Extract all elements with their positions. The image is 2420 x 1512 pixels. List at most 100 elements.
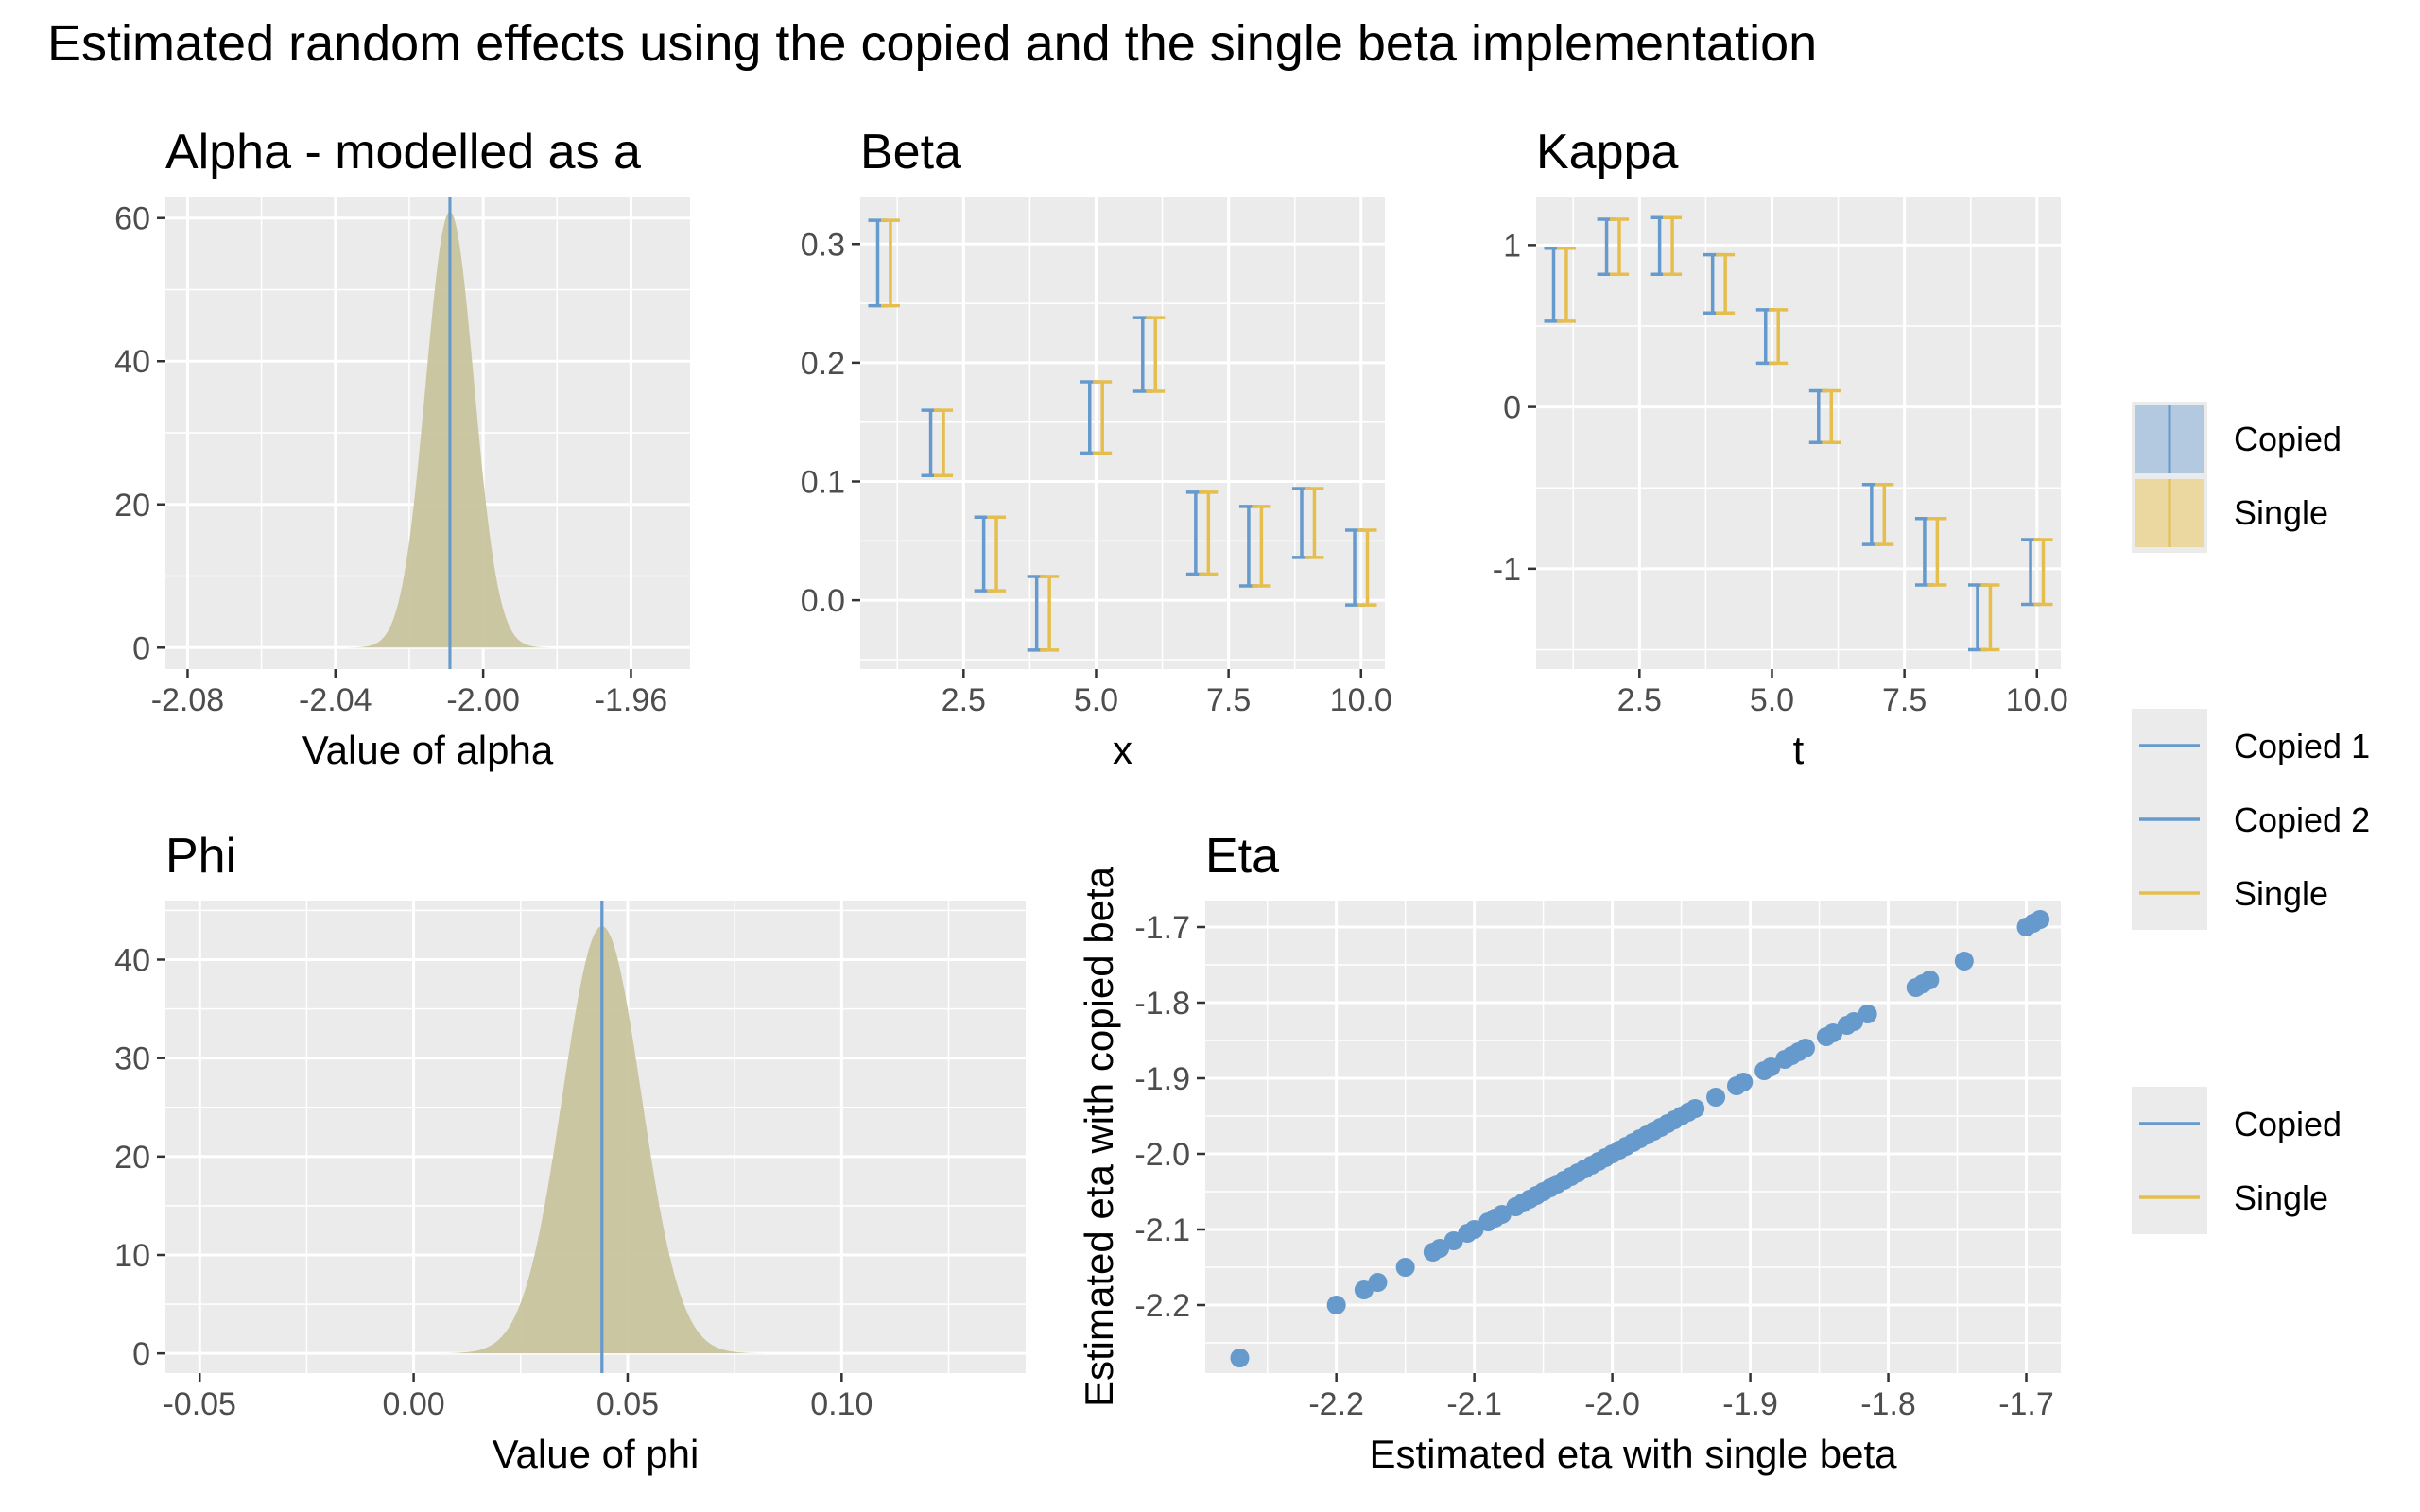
errorbar-single: [1663, 215, 1683, 276]
panel-title: Eta: [1205, 829, 1279, 884]
errorbar-single: [1556, 247, 1576, 323]
x-tick-label: 7.5: [1206, 682, 1251, 718]
y-tick-label: 40: [114, 943, 150, 979]
errorbar-single: [1822, 388, 1841, 445]
x-tick-label: 0.10: [810, 1386, 873, 1422]
errorbar-single: [987, 515, 1007, 593]
errorbar-single: [1252, 505, 1271, 588]
errorbar-single: [1716, 252, 1736, 316]
y-tick-label: 0.1: [801, 465, 845, 501]
scatter-point: [1492, 1205, 1512, 1224]
panel-4: -2.2 -2.1 -2.0 -1.9 -1.8 -1.7 -2.2 -2.1 -2.0 -1.9…: [1077, 829, 2061, 1476]
y-tick-label: 20: [114, 488, 150, 524]
figure-title: Estimated random effects using the copie…: [47, 15, 1817, 72]
y-tick-label: -1: [1493, 552, 1521, 588]
errorbar-single: [1927, 517, 1947, 587]
panel-background: [860, 197, 1385, 669]
y-tick-label: 60: [114, 201, 150, 237]
y-tick-label: 30: [114, 1041, 150, 1077]
errorbar-single: [1610, 217, 1630, 276]
scatter-point: [1354, 1280, 1374, 1299]
y-tick-label: 0: [132, 630, 150, 666]
x-axis-label: x: [1113, 728, 1132, 772]
scatter-point: [1464, 1220, 1484, 1239]
legend-label: Copied 1: [2234, 727, 2370, 765]
errorbar-single: [880, 218, 900, 308]
scatter-point: [1858, 1005, 1877, 1023]
legend-label: Single: [2234, 874, 2328, 913]
errorbar-single: [2033, 538, 2053, 607]
y-tick-label: 0: [1503, 390, 1521, 426]
errorbar-single: [1357, 528, 1377, 607]
x-tick-label: -1.96: [595, 682, 668, 718]
scatter-point: [1368, 1273, 1388, 1292]
errorbar-single: [1040, 575, 1060, 652]
x-tick-label: -1.7: [1998, 1386, 2054, 1422]
legend-key-background: [2132, 1087, 2207, 1234]
scatter-point: [1795, 1039, 1815, 1057]
errorbar-single: [1305, 487, 1324, 559]
scatter-point: [1920, 971, 1940, 989]
scatter-point: [1326, 1296, 1346, 1314]
x-tick-label: 2.5: [942, 682, 986, 718]
x-axis-label: t: [1793, 728, 1805, 772]
scatter-point: [1443, 1231, 1463, 1250]
y-tick-label: 0: [132, 1336, 150, 1372]
y-tick-label: 40: [114, 344, 150, 380]
legend-line-1: Copied 1 Copied 2 Single: [2132, 709, 2370, 930]
x-tick-label: 10.0: [1330, 682, 1392, 718]
x-tick-label: -1.9: [1722, 1386, 1778, 1422]
scatter-point: [1430, 1239, 1450, 1258]
legend-label: Single: [2234, 1178, 2328, 1217]
scatter-point: [1954, 952, 1974, 971]
scatter-point: [1844, 1012, 1864, 1031]
x-axis-label: Value of phi: [493, 1432, 700, 1476]
y-axis-label: Estimated eta with copied beta: [1077, 866, 1121, 1407]
x-tick-label: -0.05: [163, 1386, 236, 1422]
y-tick-label: 0.3: [801, 227, 845, 263]
legend-label: Copied: [2234, 1105, 2342, 1143]
y-tick-label: -2.1: [1134, 1212, 1190, 1248]
scatter-point: [1706, 1088, 1726, 1107]
x-tick-label: -2.00: [446, 682, 520, 718]
x-tick-label: -2.2: [1308, 1386, 1364, 1422]
panel-title: Alpha - modelled as a: [165, 125, 641, 180]
x-tick-label: 5.0: [1750, 682, 1794, 718]
x-tick-label: 10.0: [2006, 682, 2068, 718]
x-tick-label: -2.04: [299, 682, 372, 718]
y-tick-label: 1: [1503, 228, 1521, 264]
x-tick-label: -1.8: [1860, 1386, 1916, 1422]
x-axis-label: Value of alpha: [302, 728, 554, 772]
errorbar-single: [1769, 308, 1789, 366]
scatter-point: [1230, 1349, 1250, 1367]
panel-1: 2.5 5.0 7.5 10.0 0.0 0.1 0.2 0.3 Beta x: [801, 125, 1392, 772]
errorbar-single: [934, 408, 954, 477]
legend-label: Copied 2: [2234, 800, 2370, 839]
x-axis-label: Estimated eta with single beta: [1370, 1432, 1898, 1476]
x-tick-label: -2.1: [1446, 1386, 1502, 1422]
legend-line-2: Copied Single: [2132, 1087, 2342, 1234]
x-tick-label: -2.0: [1584, 1386, 1640, 1422]
panel-background: [1536, 197, 2061, 669]
y-tick-label: -1.7: [1134, 910, 1190, 946]
panel-title: Kappa: [1536, 125, 1678, 180]
panel-2: 2.5 5.0 7.5 10.0 -1 0 1 Kappa t: [1493, 125, 2068, 772]
y-tick-label: -2.0: [1134, 1137, 1190, 1173]
errorbar-single: [1875, 483, 1894, 546]
scatter-point: [2031, 910, 2050, 929]
errorbar-single: [1199, 490, 1219, 576]
legend-label: Single: [2234, 493, 2328, 532]
panel-title: Phi: [165, 829, 236, 884]
x-tick-label: 0.00: [382, 1386, 444, 1422]
errorbar-single: [1980, 583, 2000, 652]
x-tick-label: 7.5: [1882, 682, 1927, 718]
panel-3: -0.05 0.00 0.05 0.10 0 10 20 30 40 Phi Value of ph…: [114, 829, 1026, 1476]
x-tick-label: 5.0: [1074, 682, 1118, 718]
y-tick-label: 10: [114, 1238, 150, 1274]
panel-title: Beta: [860, 125, 961, 180]
legend-fill: Copied Single: [2132, 402, 2342, 553]
errorbar-single: [1146, 316, 1166, 393]
errorbar-single: [1093, 380, 1113, 455]
